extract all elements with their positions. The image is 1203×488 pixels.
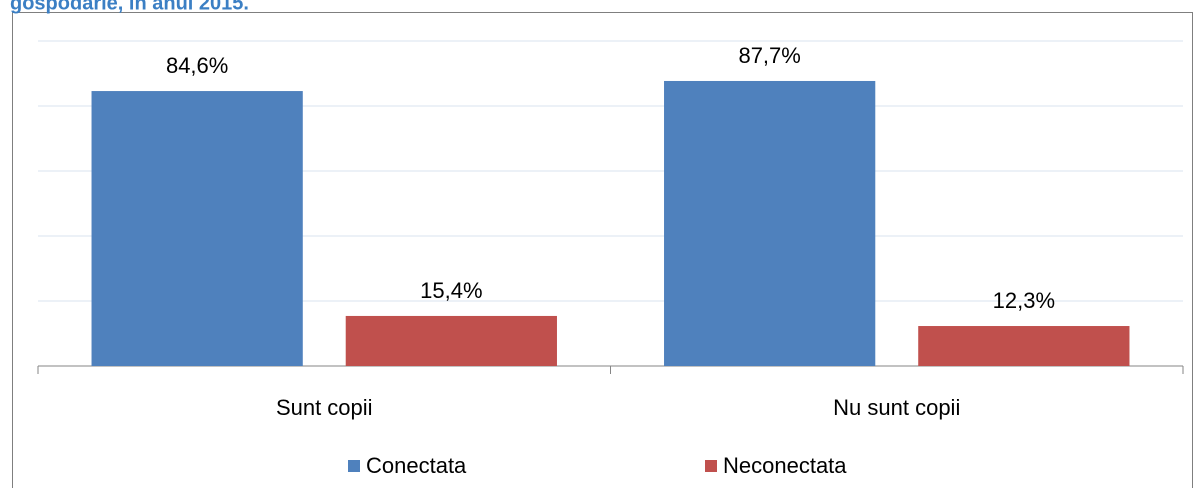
bar [664,80,876,366]
legend-swatch [348,460,360,472]
data-label: 15,4% [420,278,482,303]
bar [91,91,303,367]
bar [345,315,557,366]
x-tick-label: Nu sunt copii [833,395,960,420]
legend-swatch [705,460,717,472]
data-label: 87,7% [738,43,800,68]
x-tick-label: Sunt copii [276,395,373,420]
data-label: 12,3% [993,288,1055,313]
legend-label: Conectata [366,453,467,478]
chart-title: gospodarie, in anul 2015. [10,0,249,14]
data-label: 84,6% [166,53,228,78]
bar [918,326,1130,366]
legend-label: Neconectata [723,453,847,478]
